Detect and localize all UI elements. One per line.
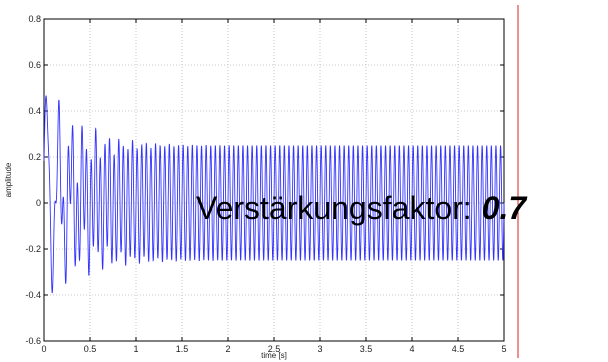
y-tick-label: 0 (36, 198, 41, 208)
gain-factor-annotation: Verstärkungsfaktor: 0.7 (196, 190, 528, 226)
y-tick-label: -0.2 (25, 244, 41, 254)
x-tick-label: 2 (225, 344, 230, 354)
x-axis-label: time [s] (261, 351, 287, 360)
y-tick-label: -0.6 (25, 336, 41, 346)
x-tick-label: 2.5 (268, 344, 281, 354)
x-tick-label: 0 (41, 344, 46, 354)
gain-factor-value: 0.7 (482, 190, 529, 226)
x-tick-label: 4.5 (452, 344, 465, 354)
x-axis-ticks: 0 0.5 1 1.5 2 2.5 3 3.5 4 4.5 5 (41, 19, 507, 354)
x-tick-label: 5 (501, 344, 506, 354)
series-line (43, 95, 505, 294)
x-tick-label: 4 (409, 344, 414, 354)
x-tick-label: 1 (133, 344, 138, 354)
y-axis-ticks: -0.6 -0.4 -0.2 0 0.2 0.4 0.6 0.8 (25, 14, 504, 346)
y-axis-label: amplitude (4, 162, 13, 197)
gain-factor-label: Verstärkungsfaktor: (196, 190, 472, 226)
y-tick-label: -0.4 (25, 290, 41, 300)
y-tick-label: 0.4 (28, 106, 41, 116)
y-tick-label: 0.8 (28, 14, 41, 24)
x-tick-label: 0.5 (84, 344, 97, 354)
y-tick-label: 0.2 (28, 152, 41, 162)
x-tick-label: 3.5 (360, 344, 373, 354)
series-group (43, 95, 505, 294)
y-tick-label: 0.6 (28, 60, 41, 70)
x-tick-label: 1.5 (176, 344, 189, 354)
x-tick-label: 3 (317, 344, 322, 354)
